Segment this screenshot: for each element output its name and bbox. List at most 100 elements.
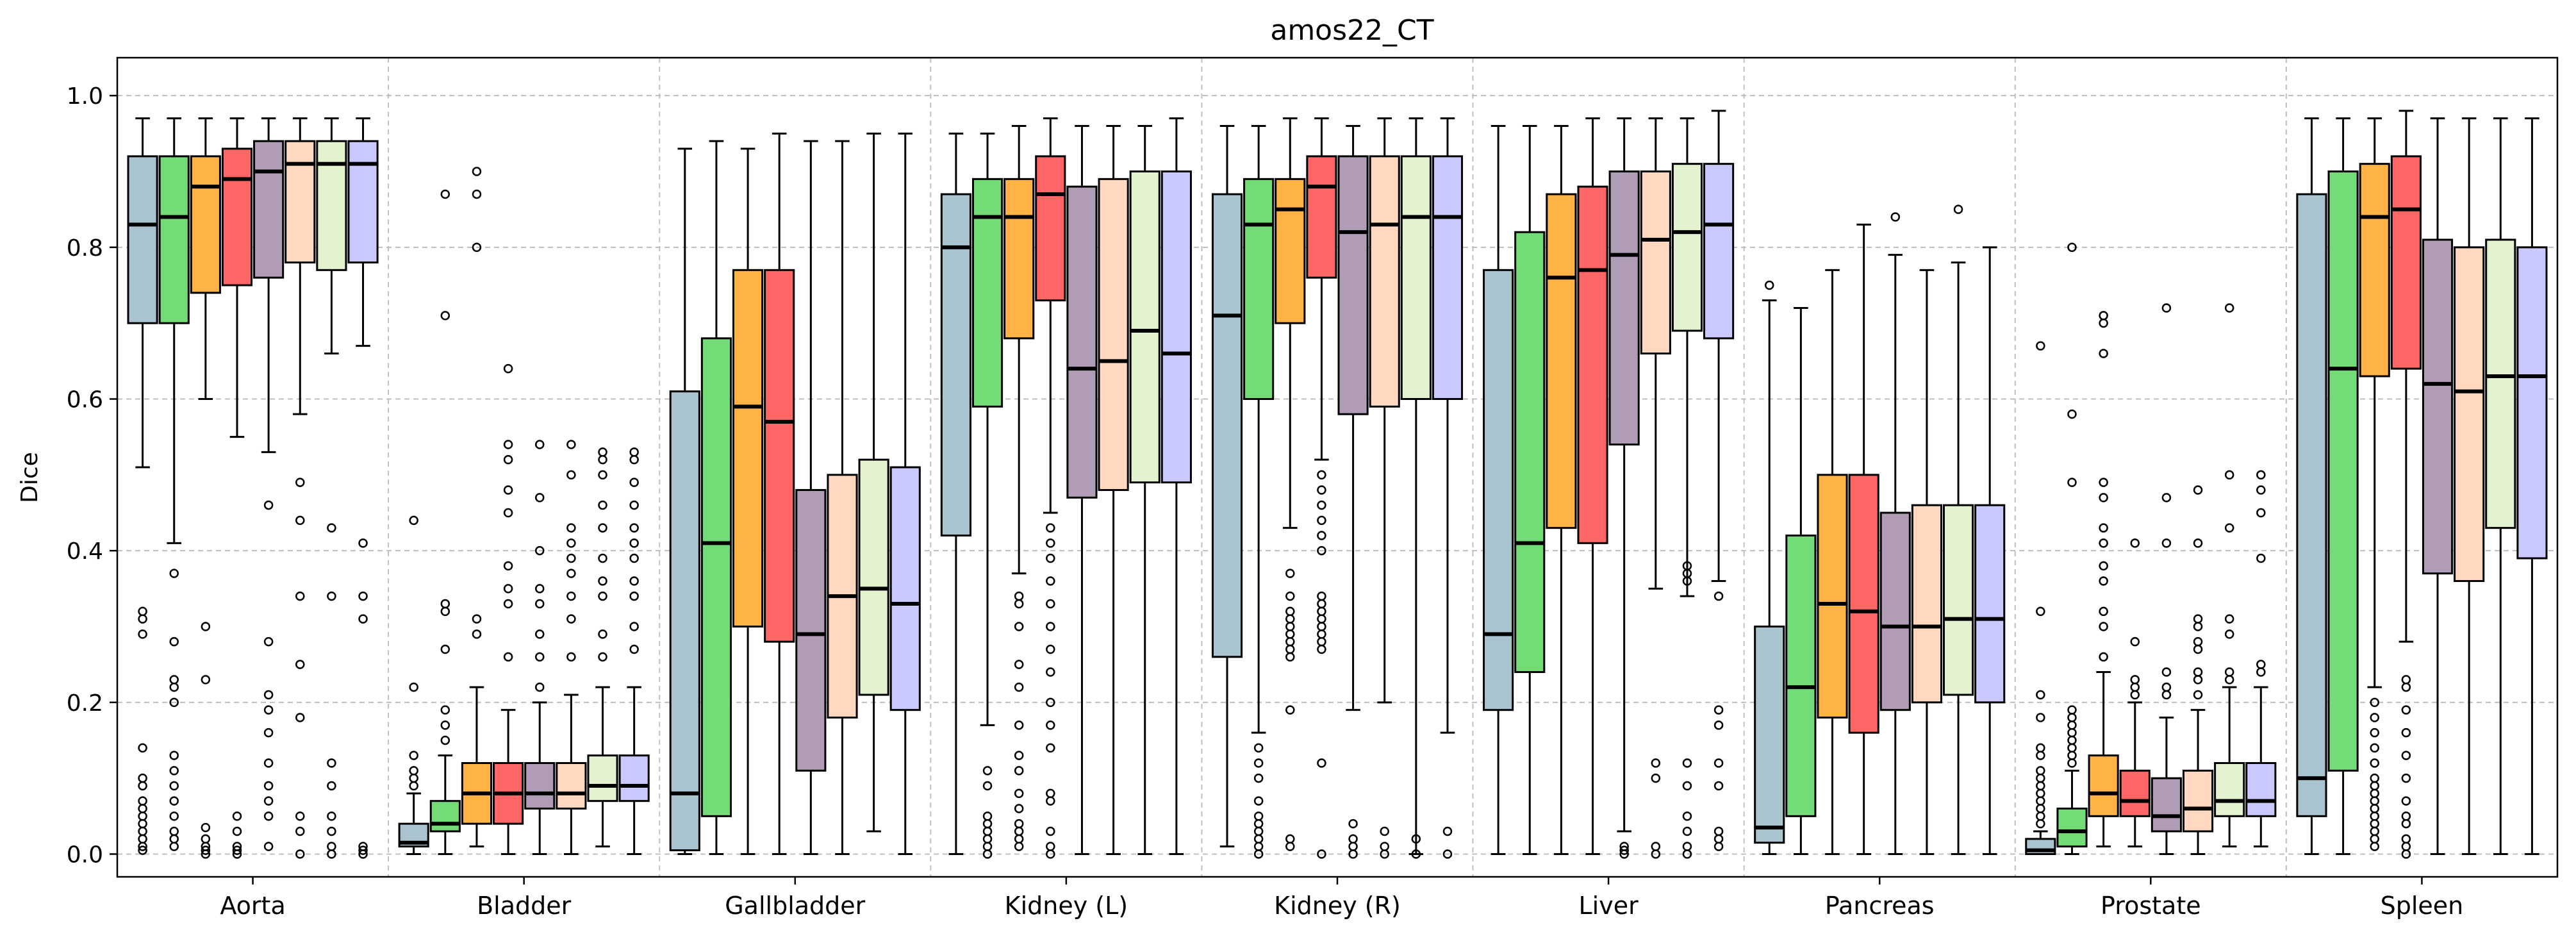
box-group [1754,280,1785,855]
outlier-point [629,553,639,563]
outlier-point [1682,781,1692,791]
outlier-point [263,758,274,768]
iqr-box [1160,170,1192,484]
outlier-point [534,584,545,594]
iqr-box [1243,178,1275,400]
outlier-point [327,781,336,791]
iqr-box [1879,511,1911,711]
outlier-point [472,189,482,199]
outlier-point [1285,842,1295,851]
outlier-point [358,614,368,624]
outlier-point [534,493,545,503]
box-group [1577,117,1608,855]
box-group [1035,117,1066,859]
outlier-point [358,849,368,859]
outlier-point [2099,523,2108,533]
outlier-point [1317,644,1326,654]
outlier-point [566,440,576,449]
box-group [190,117,221,859]
y-tick-label: 0.4 [67,538,103,565]
iqr-box [1306,155,1337,279]
box-group [2025,341,2056,856]
iqr-box [158,155,190,324]
iqr-box [127,155,158,324]
outlier-point [503,454,513,465]
outlier-point [169,842,179,851]
box-group [1275,117,1306,851]
iqr-box [1400,155,1432,400]
outlier-point [1411,849,1421,859]
outlier-point [472,242,482,253]
box-group [158,117,190,851]
outlier-point [629,500,639,510]
outlier-point [295,660,305,669]
outlier-point [2401,849,2411,859]
outlier-point [1953,204,1963,214]
box-group [1098,125,1129,855]
iqr-box [2088,754,2119,817]
iqr-box [1608,170,1640,445]
box-group [1337,125,1369,859]
iqr-box [889,466,921,711]
outlier-point [169,636,179,647]
outlier-point [263,705,274,715]
outlier-point [2401,773,2411,783]
outlier-point [2161,493,2172,503]
outlier-point [2401,751,2411,760]
y-axis-label: Dice [17,452,43,503]
outlier-point [1682,849,1692,859]
iqr-box [1754,626,1785,844]
outlier-point [566,553,576,563]
outlier-point [1046,697,1055,708]
outlier-point [138,781,147,791]
outlier-point [440,705,450,715]
iqr-box [2327,170,2359,772]
iqr-box [556,762,587,810]
outlier-point [2067,409,2077,419]
outlier-point [1253,743,1264,753]
outlier-point [263,811,274,821]
outlier-point [1014,720,1024,730]
box-series [127,110,2548,859]
box-group [285,117,316,859]
box-group [1546,125,1577,855]
iqr-box [2485,238,2516,529]
box-group [1432,117,1464,859]
outlier-point [629,538,639,548]
outlier-point [440,311,450,320]
outlier-point [2224,470,2234,480]
plot-frame [116,56,2559,878]
outlier-point [1046,826,1055,836]
box-group [2516,117,2548,855]
outlier-point [1682,758,1692,768]
box-group [461,167,493,848]
box-group [940,132,971,855]
box-group [795,140,827,855]
iqr-box [2296,193,2327,817]
outlier-point [598,454,607,465]
outlier-point [169,682,179,692]
iqr-box [190,155,221,294]
y-tick-label: 0.2 [67,690,103,717]
outlier-point [1380,849,1389,859]
outlier-point [327,849,336,859]
y-tick-label: 0.0 [67,842,103,868]
box-group [2245,470,2277,848]
iqr-box [764,269,795,643]
box-group [1703,110,1735,851]
outlier-point [169,811,179,821]
outlier-point [327,811,336,821]
outlier-point [1253,849,1264,859]
outlier-point [440,720,450,730]
box-group [1066,125,1098,855]
iqr-box [316,140,347,271]
outlier-point [1442,849,1453,859]
outlier-point [2036,341,2045,351]
outlier-point [2224,629,2234,639]
outlier-point [1764,280,1774,290]
outlier-point [1014,599,1024,609]
outlier-point [503,363,513,374]
iqr-box [1432,155,1464,400]
outlier-point [2161,690,2172,700]
